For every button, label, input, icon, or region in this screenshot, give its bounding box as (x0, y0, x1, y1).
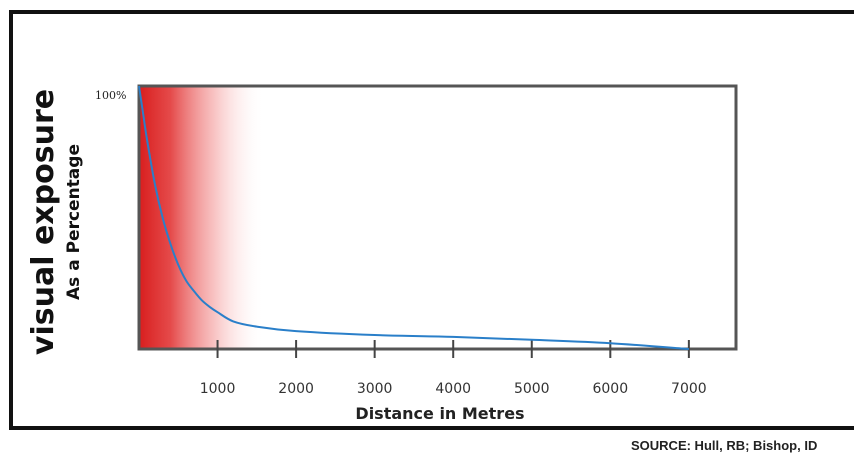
x-tick-label: 4000 (435, 381, 471, 397)
x-tick-label: 2000 (278, 381, 314, 397)
y-axis-label: visual exposure (26, 89, 61, 355)
x-tick-label: 6000 (592, 381, 628, 397)
x-axis-label: Distance in Metres (355, 404, 524, 423)
x-tick-label: 3000 (357, 381, 393, 397)
chart-frame (9, 10, 854, 430)
exposure-curve (138, 85, 689, 350)
x-tick-label: 1000 (200, 381, 236, 397)
source-credit: SOURCE: Hull, RB; Bishop, ID (631, 438, 818, 453)
proximity-gradient (139, 86, 265, 349)
y-axis-sublabel: As a Percentage (64, 144, 84, 300)
y-tick-label-100: 100% (95, 89, 126, 102)
plot-area (137, 84, 738, 351)
x-tick-label: 5000 (514, 381, 550, 397)
x-tick-label: 7000 (671, 381, 707, 397)
